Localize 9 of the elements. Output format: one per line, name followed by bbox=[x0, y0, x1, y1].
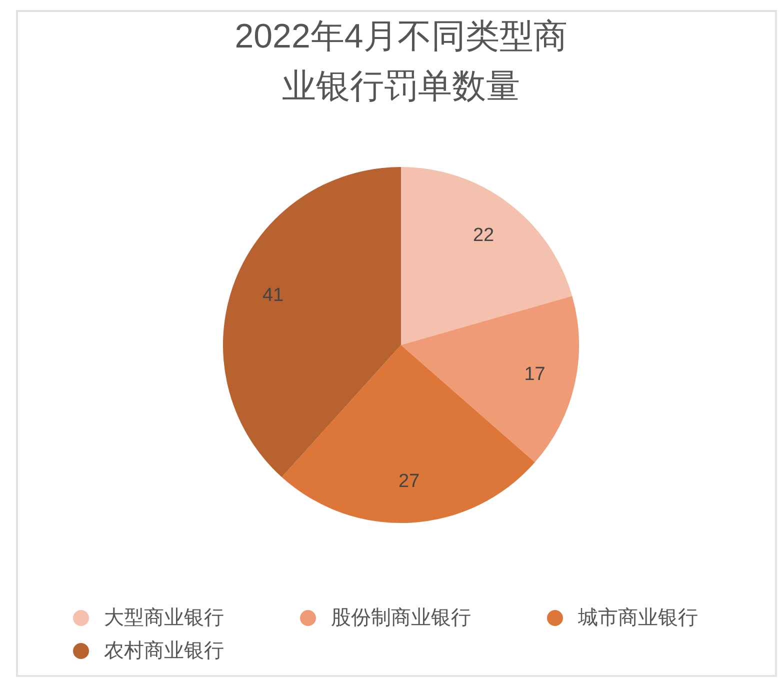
legend-label: 大型商业银行 bbox=[104, 606, 224, 631]
data-label: 17 bbox=[524, 364, 546, 386]
data-label: 27 bbox=[398, 471, 420, 492]
legend-label: 城市商业银行 bbox=[578, 606, 698, 631]
legend-label: 农村商业银行 bbox=[104, 639, 224, 664]
legend-label: 股份制商业银行 bbox=[331, 606, 471, 631]
data-label: 41 bbox=[262, 285, 284, 306]
chart-title: 2022年4月不同类型商业银行罚单数量 bbox=[234, 17, 568, 106]
data-label: 22 bbox=[472, 224, 494, 246]
